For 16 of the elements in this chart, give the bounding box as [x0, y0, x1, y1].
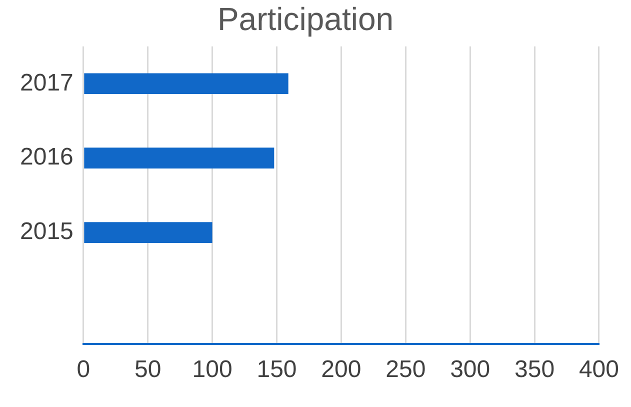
x-tick-label: 0 [76, 356, 90, 384]
chart-title: Participation [217, 1, 394, 38]
x-tick-label: 50 [134, 356, 162, 384]
bar [84, 222, 212, 243]
x-tick-label: 100 [192, 356, 232, 384]
x-tick-label: 200 [321, 356, 362, 384]
y-tick-label: 2016 [20, 144, 74, 171]
y-tick-label: 2015 [20, 218, 74, 246]
bar [84, 148, 274, 168]
x-tick-label: 250 [386, 356, 426, 384]
y-tick-label: 2017 [20, 69, 74, 96]
x-tick-label: 350 [514, 356, 555, 384]
x-tick-label: 300 [450, 356, 490, 384]
x-tick-label: 400 [578, 356, 619, 384]
bar [84, 73, 288, 94]
x-tick-label: 150 [256, 356, 297, 384]
